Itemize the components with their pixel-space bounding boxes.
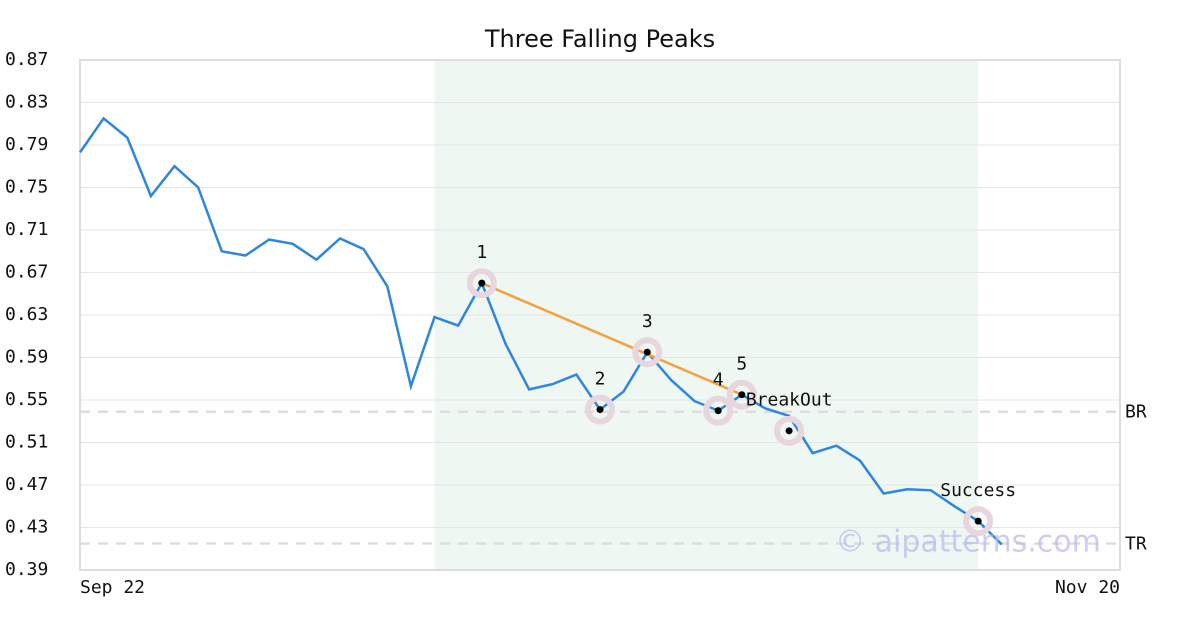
y-tick-label: 0.47	[5, 474, 48, 495]
y-tick-label: 0.79	[5, 134, 48, 155]
chart-title: Three Falling Peaks	[484, 25, 715, 53]
point-label: 2	[595, 369, 606, 390]
point-note: BreakOut	[746, 390, 833, 411]
point-label: 4	[713, 370, 724, 391]
price-line	[78, 116, 1003, 546]
point-halo	[703, 395, 734, 426]
point-marker	[974, 517, 982, 525]
y-tick-label: 0.67	[5, 262, 48, 283]
y-tick-label: 0.75	[5, 177, 48, 198]
x-tick-label: Sep 22	[80, 577, 145, 598]
y-tick-label: 0.39	[5, 559, 48, 580]
point-marker	[478, 279, 486, 287]
level-label: TR	[1125, 533, 1147, 554]
point-label: 1	[476, 242, 487, 263]
point-label: 5	[736, 354, 747, 375]
level-label: BR	[1125, 402, 1147, 423]
point-halo	[632, 337, 663, 368]
point-marker	[643, 348, 651, 356]
plot-frame	[79, 59, 1121, 571]
y-tick-label: 0.59	[5, 347, 48, 368]
point-marker	[738, 391, 746, 399]
y-tick-label: 0.43	[5, 517, 48, 538]
y-tick-label: 0.55	[5, 389, 48, 410]
point-marker	[596, 406, 604, 414]
point-marker	[785, 427, 793, 435]
y-tick-label: 0.63	[5, 304, 48, 325]
trend-line	[481, 281, 743, 396]
y-tick-label: 0.71	[5, 219, 48, 240]
point-halo	[726, 379, 757, 410]
point-halo	[963, 506, 994, 537]
y-tick-label: 0.87	[5, 49, 48, 70]
point-label: Success	[940, 480, 1016, 501]
point-halo	[466, 268, 497, 299]
point-halo	[774, 415, 805, 446]
point-label: 3	[642, 311, 653, 332]
y-tick-label: 0.83	[5, 92, 48, 113]
y-tick-label: 0.51	[5, 432, 48, 453]
point-halo	[585, 394, 615, 425]
point-marker	[714, 407, 722, 415]
x-tick-label: Nov 20	[1055, 577, 1120, 598]
